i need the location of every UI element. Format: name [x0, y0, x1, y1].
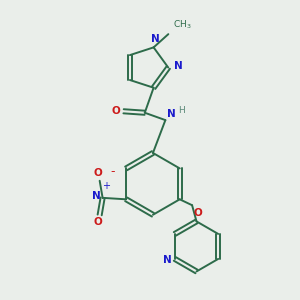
- Text: N: N: [151, 34, 160, 44]
- Text: +: +: [102, 182, 110, 191]
- Text: H: H: [178, 106, 184, 115]
- Text: O: O: [112, 106, 121, 116]
- Text: N: N: [174, 61, 182, 71]
- Text: N: N: [163, 255, 171, 266]
- Text: O: O: [94, 168, 103, 178]
- Text: N: N: [167, 109, 176, 118]
- Text: CH$_3$: CH$_3$: [173, 19, 191, 31]
- Text: N: N: [92, 191, 100, 201]
- Text: O: O: [94, 217, 103, 227]
- Text: -: -: [110, 165, 115, 178]
- Text: O: O: [194, 208, 202, 218]
